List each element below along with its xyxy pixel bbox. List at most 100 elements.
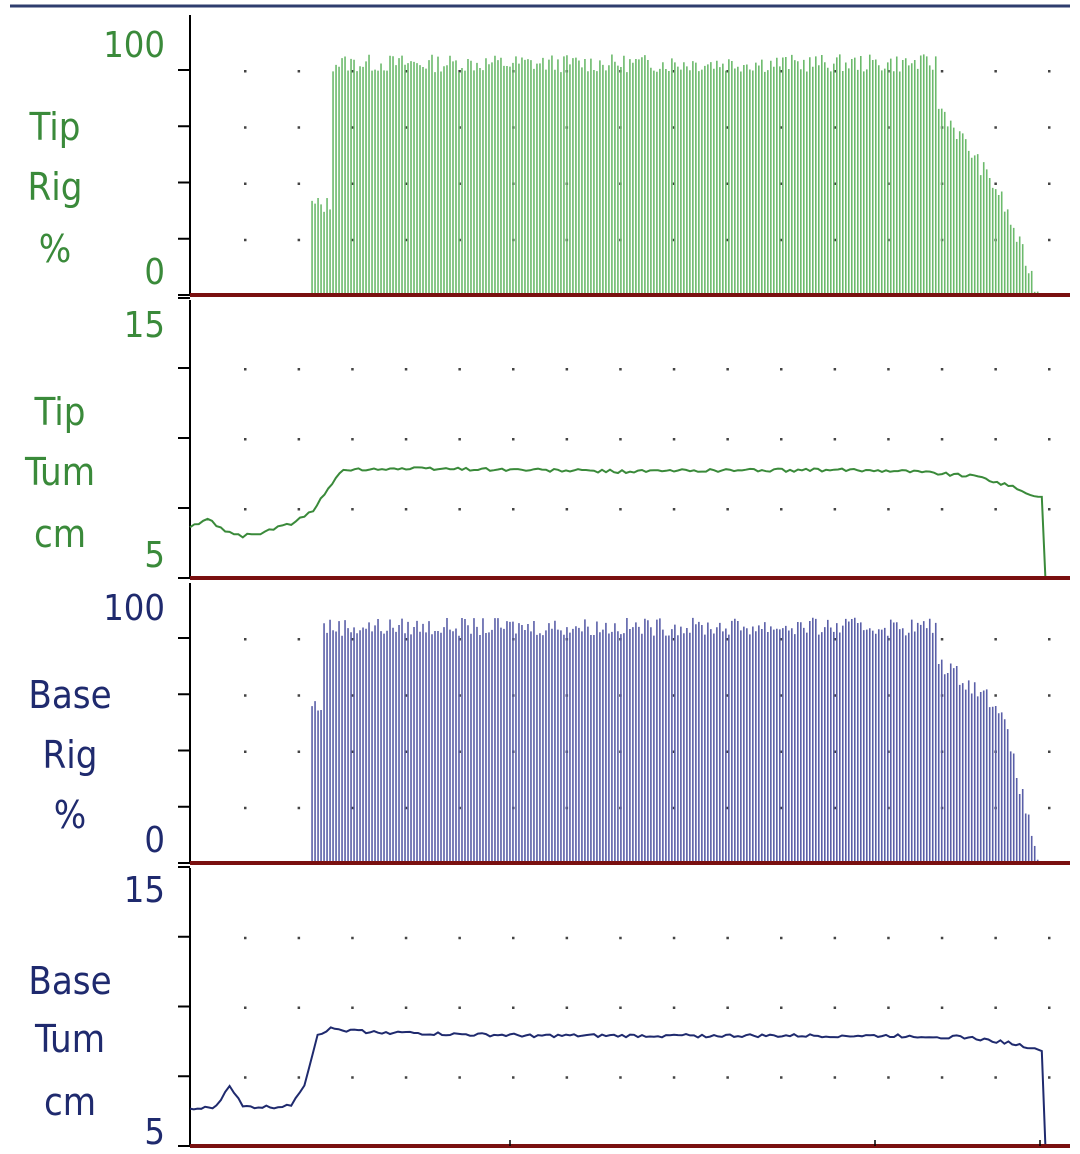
grid-dot [672,508,676,511]
grid-dot [940,638,944,641]
grid-dot [780,70,783,73]
grid-dot [994,438,997,441]
grid-dot [351,238,354,242]
grid-dot [458,70,461,73]
base-rig-panel: Base Rig% 100 0 [28,583,1070,865]
grid-dot [726,1006,729,1009]
grid-dot [512,1076,515,1079]
grid-dot [404,70,408,73]
grid-dot [619,1076,622,1079]
base-rig-axis-title-line: % [54,793,87,837]
grid-dot [726,126,729,129]
grid-dot [404,368,408,371]
grid-dot [672,238,676,242]
grid-dot [726,936,729,940]
grid-dot [404,438,408,441]
grid-dot [780,638,783,641]
grid-dot [833,438,837,441]
grid-dot [1048,936,1051,940]
grid-dot [780,1006,783,1009]
grid-dot [404,126,408,129]
grid-dot [297,694,301,697]
grid-dot [940,70,944,73]
grid-dot [512,508,515,511]
grid-dot [351,368,354,371]
grid-dot [780,126,783,129]
grid-dot [780,806,783,810]
tip-rig-bars [311,54,1039,295]
grid-dot [404,508,408,511]
tip-rig-tick-label-top: 100 [103,25,165,66]
grid-dot [512,368,515,371]
grid-dot [780,508,783,511]
grid-dot [672,70,676,73]
grid-dot [887,508,890,511]
grid-dot [297,508,301,511]
grid-dot [244,70,247,73]
grid-dot [297,638,301,641]
grid-dot [1048,368,1051,371]
grid-dot [887,438,890,441]
grid-dot [512,438,515,441]
grid-dot [1048,638,1051,641]
grid-dot [351,70,354,73]
grid-dot [1048,438,1051,441]
grid-dot [994,368,997,371]
grid-dot [565,508,569,511]
grid-dot [726,638,729,641]
grid-dot [565,368,569,371]
tip-rig-axis-title-line: % [39,227,72,271]
grid-dot [833,126,837,129]
grid-dot [404,1006,408,1009]
grid-dot [244,368,247,371]
grid-dot [940,508,944,511]
grid-dot [780,238,783,242]
grid-dot [244,750,247,753]
grid-dot [833,368,837,371]
grid-dot [404,936,408,940]
grid-dot [833,1076,837,1079]
grid-dot [297,1076,301,1079]
grid-dot [1048,1076,1051,1079]
base-rig-tick-label-top: 100 [103,588,165,629]
grid-dot [940,1006,944,1009]
grid-dot [726,238,729,242]
grid-dot [887,936,890,940]
base-tum-tick-label-top: 15 [124,870,165,911]
grid-dot [404,750,408,753]
grid-dot [351,806,354,810]
grid-dot [780,1076,783,1079]
grid-dot [994,182,997,185]
grid-dot [780,438,783,441]
grid-dot [1048,182,1051,185]
tip-tum-tick-label-top: 15 [124,305,165,346]
grid-dot [297,1006,301,1009]
grid-dot [1048,238,1051,242]
grid-dot [619,438,622,441]
grid-dot [297,750,301,753]
grid-dot [404,1076,408,1079]
tip-tum-grid [244,368,1051,511]
grid-dot [512,936,515,940]
base-rig-axis-title-line: Rig [43,733,98,777]
grid-dot [351,694,354,697]
grid-dot [780,182,783,185]
base-rig-tick-label-bottom: 0 [144,820,165,861]
grid-dot [244,1006,247,1009]
tip-rig-panel: Tip Rig% 100 0 [28,15,1070,297]
grid-dot [833,70,837,73]
grid-dot [1048,694,1051,697]
grid-dot [672,438,676,441]
grid-dot [244,238,247,242]
grid-dot [887,368,890,371]
grid-dot [244,806,247,810]
grid-dot [351,1076,354,1079]
base-tum-axis-title-line: Tum [34,1017,105,1061]
grid-dot [833,508,837,511]
grid-dot [297,806,301,810]
grid-dot [672,182,676,185]
grid-dot [887,1076,890,1079]
grid-dot [726,70,729,73]
grid-dot [994,70,997,73]
